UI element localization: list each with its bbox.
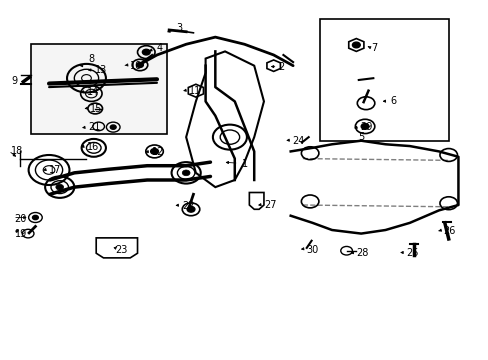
Circle shape — [352, 42, 360, 48]
Circle shape — [150, 149, 158, 154]
Circle shape — [187, 206, 195, 212]
Circle shape — [136, 63, 143, 67]
Text: 25: 25 — [405, 248, 418, 258]
Text: 29: 29 — [360, 122, 372, 132]
Text: 26: 26 — [442, 226, 454, 236]
Text: 12: 12 — [152, 147, 164, 157]
Text: 22: 22 — [182, 201, 194, 211]
Text: 8: 8 — [88, 54, 94, 64]
Text: 15: 15 — [90, 104, 102, 113]
Circle shape — [182, 170, 190, 176]
Text: 9: 9 — [11, 76, 17, 86]
Circle shape — [32, 215, 38, 220]
Text: 21: 21 — [88, 122, 100, 132]
Text: 16: 16 — [86, 142, 99, 152]
Text: 2: 2 — [278, 63, 284, 72]
Text: 10: 10 — [130, 61, 142, 71]
Text: 5: 5 — [357, 132, 364, 142]
Circle shape — [110, 125, 116, 129]
FancyBboxPatch shape — [30, 44, 166, 134]
Text: 27: 27 — [264, 200, 276, 210]
Text: 19: 19 — [15, 229, 27, 239]
Text: 7: 7 — [370, 43, 376, 53]
Text: 11: 11 — [188, 86, 201, 96]
Text: 20: 20 — [15, 213, 27, 224]
Text: 24: 24 — [291, 136, 304, 146]
Circle shape — [142, 49, 150, 55]
Text: 13: 13 — [95, 65, 107, 75]
Text: 14: 14 — [86, 87, 99, 98]
Text: 4: 4 — [157, 43, 163, 53]
FancyBboxPatch shape — [319, 19, 448, 141]
Circle shape — [361, 123, 368, 129]
Text: 30: 30 — [306, 245, 318, 255]
Text: 17: 17 — [49, 165, 61, 175]
Text: 1: 1 — [242, 159, 248, 169]
Text: 3: 3 — [176, 23, 182, 33]
Text: 28: 28 — [356, 248, 368, 258]
Circle shape — [56, 184, 63, 190]
Text: 23: 23 — [116, 245, 128, 255]
Text: 6: 6 — [389, 96, 396, 107]
Text: 18: 18 — [11, 147, 23, 157]
